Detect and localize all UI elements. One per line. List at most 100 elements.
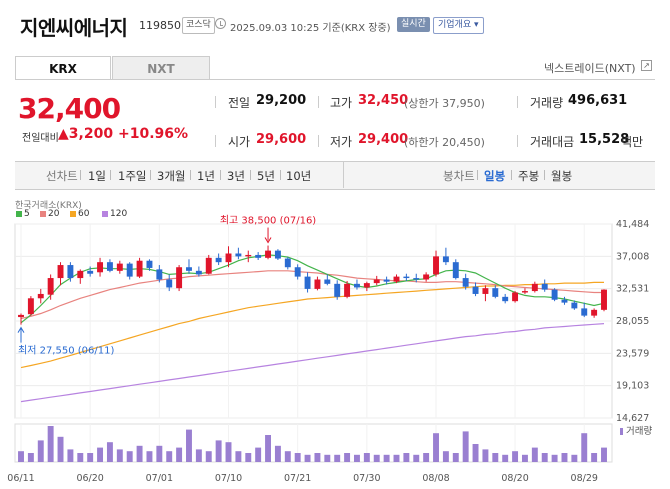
low-arrow-head bbox=[17, 326, 25, 333]
volume-bar bbox=[354, 454, 360, 462]
volume-bar bbox=[551, 454, 558, 462]
volume-bar bbox=[561, 453, 568, 462]
volume-bar bbox=[205, 451, 212, 462]
volume-bar bbox=[37, 440, 44, 462]
candle-weekly[interactable]: 주봉 bbox=[518, 169, 540, 183]
candle-body bbox=[126, 263, 133, 277]
legend-swatch-ma120 bbox=[102, 211, 108, 217]
volume-bar bbox=[442, 451, 449, 462]
candle-body bbox=[571, 302, 578, 309]
low-annotation: 최저 27,550 (06/11) bbox=[18, 345, 114, 357]
lower-limit: (하한가 20,450) bbox=[404, 136, 485, 149]
candle-body bbox=[166, 279, 173, 288]
realtime-button[interactable]: 실시간 bbox=[397, 17, 430, 32]
volume-bar bbox=[423, 453, 430, 462]
volume-bar bbox=[57, 436, 64, 462]
candle-body bbox=[423, 274, 430, 280]
candle-body bbox=[472, 286, 479, 294]
period-1y[interactable]: 1년 bbox=[197, 169, 215, 183]
volume-bar bbox=[541, 453, 548, 462]
candle-body bbox=[146, 260, 153, 268]
change-percent: +10.96% bbox=[118, 126, 189, 142]
candle-body bbox=[482, 288, 489, 294]
candle-monthly[interactable]: 월봉 bbox=[551, 169, 573, 183]
volume-bar bbox=[176, 447, 183, 462]
series-ma120 bbox=[20, 323, 605, 403]
amount-unit: 백만 bbox=[621, 135, 644, 149]
divider bbox=[511, 170, 512, 180]
candle-body bbox=[77, 270, 84, 279]
candle-body bbox=[433, 256, 439, 275]
candle-body bbox=[27, 298, 34, 315]
candle-body bbox=[225, 253, 232, 263]
volume-bar bbox=[67, 449, 74, 462]
candle-body bbox=[452, 262, 459, 279]
period-3y[interactable]: 3년 bbox=[227, 169, 245, 183]
volume-bar bbox=[77, 453, 84, 462]
period-5y[interactable]: 5년 bbox=[257, 169, 275, 183]
candle-body bbox=[393, 276, 400, 282]
candle-body bbox=[235, 253, 242, 257]
legend-swatch-ma5 bbox=[16, 211, 22, 217]
candle-body bbox=[97, 262, 104, 273]
volume-bar bbox=[492, 453, 499, 462]
chart-source-label: 한국거래소(KRX) bbox=[15, 201, 82, 211]
up-triangle-icon: ▲ bbox=[58, 126, 69, 142]
volume-bar bbox=[225, 442, 232, 462]
tab-krx[interactable]: KRX bbox=[15, 56, 111, 80]
y-tick-label: 41,484 bbox=[616, 219, 649, 230]
candle-body bbox=[363, 283, 370, 288]
company-info-dropdown[interactable]: 기업개요 ▾ bbox=[433, 17, 484, 34]
candle-daily[interactable]: 일봉 bbox=[484, 169, 506, 183]
x-tick-label: 07/10 bbox=[215, 473, 242, 484]
volume-bar bbox=[97, 447, 104, 462]
volume-bar bbox=[136, 445, 143, 462]
candle-body bbox=[383, 279, 390, 282]
volume-bar bbox=[462, 431, 469, 462]
amount-value: 15,528 bbox=[579, 132, 630, 147]
volume-bar bbox=[512, 451, 519, 462]
y-tick-label: 32,531 bbox=[616, 284, 649, 295]
volume-bar bbox=[255, 447, 262, 462]
y-tick-label: 28,055 bbox=[616, 316, 649, 327]
volume-bar bbox=[265, 435, 271, 462]
period-3m[interactable]: 3개월 bbox=[157, 169, 186, 183]
candle-body bbox=[294, 267, 301, 277]
divider bbox=[517, 96, 518, 108]
volume-bar bbox=[344, 453, 351, 462]
period-1w[interactable]: 1주일 bbox=[118, 169, 147, 183]
tab-nxt[interactable]: NXT bbox=[112, 56, 210, 80]
period-1d[interactable]: 1일 bbox=[88, 169, 106, 183]
legend-ma5: 5 bbox=[24, 209, 30, 219]
stock-code: 119850 bbox=[139, 19, 181, 32]
volume-bar bbox=[87, 453, 94, 462]
open-value: 29,600 bbox=[256, 132, 307, 147]
candle-body bbox=[176, 267, 183, 289]
x-tick-label: 07/21 bbox=[284, 473, 311, 484]
period-10y[interactable]: 10년 bbox=[286, 169, 312, 183]
volume-bar bbox=[334, 454, 341, 462]
volume-bar bbox=[166, 451, 173, 462]
candle-body bbox=[403, 276, 410, 279]
volume-bar bbox=[274, 445, 281, 462]
high-arrow-head bbox=[264, 237, 272, 244]
timestamp: 2025.09.03 10:25 기준(KRX 장중) bbox=[230, 23, 391, 34]
nxt-link[interactable]: 넥스트레이드(NXT) bbox=[544, 62, 636, 75]
candle-chart-label[interactable]: 봉차트 bbox=[443, 169, 475, 183]
change-value: ▲3,200 bbox=[58, 126, 113, 142]
divider bbox=[280, 170, 281, 180]
candle-body bbox=[344, 283, 351, 297]
volume-bar bbox=[186, 429, 192, 462]
volume-bar bbox=[146, 451, 153, 462]
candle-body bbox=[186, 267, 192, 271]
y-tick-label: 37,008 bbox=[616, 251, 649, 262]
x-tick-label: 06/20 bbox=[76, 473, 103, 484]
volume-bar bbox=[284, 451, 291, 462]
line-chart-label[interactable]: 선차트 bbox=[46, 169, 78, 183]
volume-value: 496,631 bbox=[568, 93, 628, 108]
divider bbox=[343, 161, 344, 188]
volume-bar bbox=[195, 449, 202, 462]
market-badge: 코스닥 bbox=[182, 17, 215, 34]
external-link-icon[interactable]: ↗ bbox=[641, 60, 652, 71]
